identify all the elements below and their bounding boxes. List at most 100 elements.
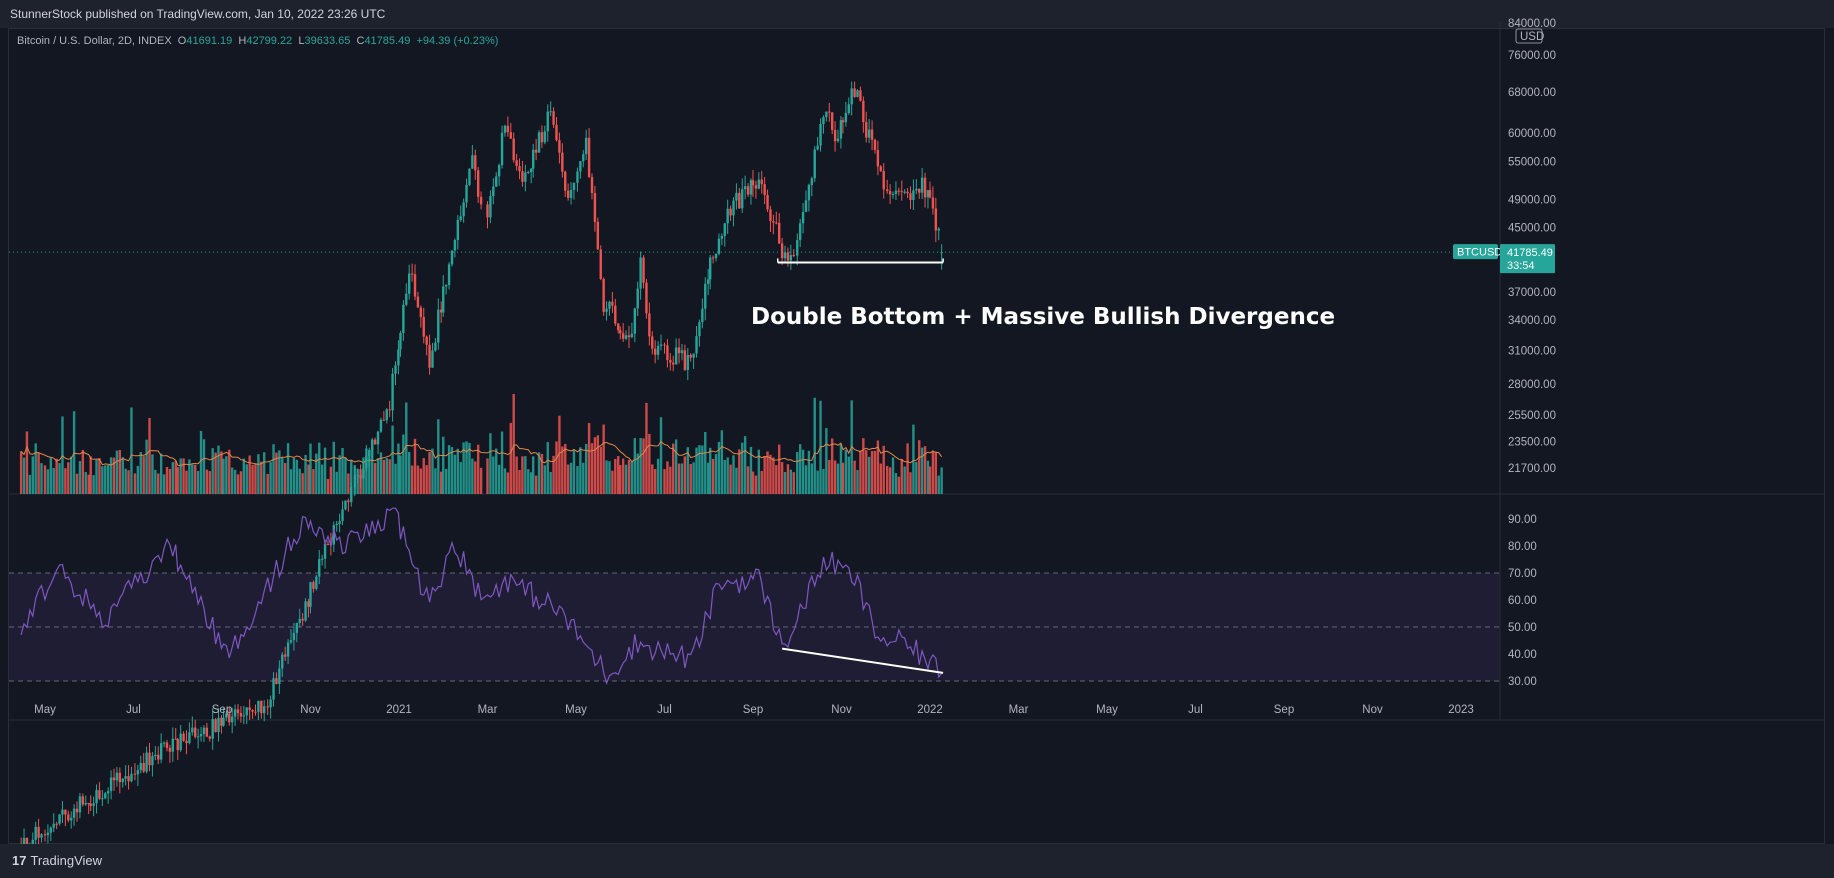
volume-bar: [833, 460, 837, 494]
candle-body: [133, 773, 137, 775]
candle-body: [98, 790, 101, 799]
rsi-tick-label: 40.00: [1508, 649, 1537, 661]
candle-body: [428, 344, 431, 368]
price-tick-label: 76000.00: [1508, 50, 1556, 62]
candle-body: [179, 733, 182, 751]
volume-bar: [534, 475, 538, 494]
candle-body: [844, 112, 848, 123]
candle-body: [459, 216, 462, 221]
volume-bar: [677, 463, 681, 494]
volume-bar: [934, 451, 938, 494]
candle-body: [527, 172, 530, 174]
candle-body: [937, 228, 940, 231]
volume-bar: [236, 474, 240, 494]
candle-body: [926, 190, 930, 198]
volume-bar: [769, 454, 772, 494]
volume-bar: [136, 465, 140, 494]
volume-bar: [512, 394, 515, 494]
volume-bar: [495, 448, 498, 494]
candle-body: [388, 409, 391, 411]
candle-body: [648, 313, 651, 337]
candle-body: [419, 307, 423, 318]
volume-bar: [572, 450, 576, 494]
rsi-band: [9, 573, 1500, 681]
candle-body: [651, 336, 654, 349]
candle-body: [159, 743, 163, 760]
volume-bar: [726, 457, 729, 494]
candle-body: [789, 255, 793, 261]
volume-bar: [31, 456, 34, 494]
volume-bar: [476, 444, 480, 494]
candle-body: [532, 149, 535, 169]
candle-body: [509, 132, 512, 139]
volume-bar: [509, 422, 512, 494]
candle-body: [775, 222, 778, 224]
candle-body: [474, 155, 477, 171]
candle-body: [304, 601, 307, 621]
current-price-badge: [1500, 244, 1555, 274]
volume-bar: [382, 459, 386, 494]
candle-body: [602, 278, 605, 312]
volume-bar: [121, 457, 124, 494]
volume-bar: [617, 456, 620, 494]
volume-bar: [867, 456, 871, 494]
candle-body: [624, 335, 628, 339]
candle-body: [49, 827, 53, 833]
volume-bar: [159, 453, 163, 494]
volume-bar: [275, 452, 278, 494]
candle-body: [318, 559, 321, 577]
candle-body: [666, 345, 669, 360]
volume-bar: [338, 455, 341, 494]
candle-body: [778, 222, 781, 244]
candle-body: [543, 131, 547, 143]
volume-bar: [651, 464, 654, 494]
volume-bar: [171, 462, 175, 494]
tradingview-mark-icon: 17: [12, 853, 27, 868]
candle-body: [118, 772, 122, 783]
candle-body: [566, 190, 570, 198]
legend-high-label: H: [238, 35, 247, 47]
candle-body: [188, 732, 191, 744]
volume-bar: [497, 464, 501, 494]
volume-bar: [379, 452, 383, 494]
candle-body: [677, 347, 681, 354]
candle-body: [444, 284, 448, 287]
volume-bar: [440, 471, 443, 494]
time-tick-label: 2023: [1448, 704, 1474, 716]
volume-bar: [25, 431, 29, 494]
candle-body: [540, 132, 544, 143]
volume-bar: [133, 473, 137, 494]
volume-bar: [101, 466, 104, 494]
volume-bar: [419, 468, 423, 494]
candle-body: [194, 727, 197, 737]
volume-bar: [405, 402, 408, 494]
volume-bar: [402, 434, 405, 494]
symbol-legend: Bitcoin / U.S. Dollar, 2D, INDEX O41691.…: [17, 35, 498, 47]
candle-body: [766, 194, 769, 210]
volume-bar: [853, 460, 856, 494]
candle-body: [524, 172, 527, 182]
legend-open-label: O: [177, 35, 187, 47]
candle-body: [269, 699, 272, 708]
candle-body: [909, 193, 912, 200]
volume-bar: [70, 456, 73, 494]
candle-body: [561, 152, 564, 172]
volume-bar: [341, 447, 344, 494]
volume-bar: [825, 428, 828, 494]
volume-bar: [320, 464, 324, 494]
candle-body: [810, 178, 814, 185]
candle-body: [636, 288, 639, 309]
volume-bar: [599, 446, 602, 494]
publisher-bar: [0, 0, 1834, 28]
tradingview-logo[interactable]: 17 TradingView: [12, 853, 102, 868]
candle-body: [825, 111, 828, 118]
rsi-tick-label: 30.00: [1508, 676, 1537, 688]
volume-bar: [104, 465, 107, 494]
candle-body: [356, 475, 359, 477]
volume-bar: [909, 472, 912, 494]
candle-body: [191, 727, 194, 733]
candle-body: [534, 149, 538, 153]
price-tick-label: 84000.00: [1508, 18, 1556, 30]
time-tick-label: May: [565, 704, 587, 716]
